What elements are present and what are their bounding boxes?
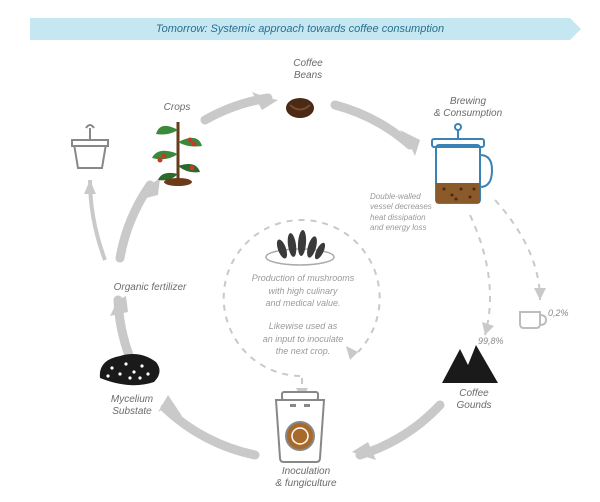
center-text-2: Likewise used as an input to inoculate t… [238,320,368,358]
mycelium-substrate-icon [100,354,160,385]
branch-arrow-pot [84,180,105,260]
crop-plant-icon [152,122,202,186]
pct-cup: 0,2% [548,308,569,318]
coffee-bean-icon [286,98,314,118]
grounds-icon [442,345,498,383]
label-grounds: Coffee Gounds [444,388,504,412]
center-text-1: Production of mushrooms with high culina… [238,272,368,310]
label-brewing: Brewing & Consumption [418,96,518,120]
pot-icon [72,125,108,168]
label-mycelium: Mycelium Substate [92,394,172,418]
label-crops: Crops [152,102,202,114]
title-banner: Tomorrow: Systemic approach towards coff… [30,18,570,40]
brewing-note: Double-walled vessel decreases heat diss… [370,192,450,234]
mushroom-plate-icon [266,230,334,265]
inoculation-machine-icon [276,392,324,462]
pct-grounds: 99,8% [478,336,504,346]
label-fertilizer: Organic fertilizer [100,282,200,294]
cup-icon [520,312,546,328]
title-text: Tomorrow: Systemic approach towards coff… [156,23,444,35]
label-inoculation: Inoculation & fungiculture [256,466,356,490]
label-beans: Coffee Beans [278,58,338,82]
